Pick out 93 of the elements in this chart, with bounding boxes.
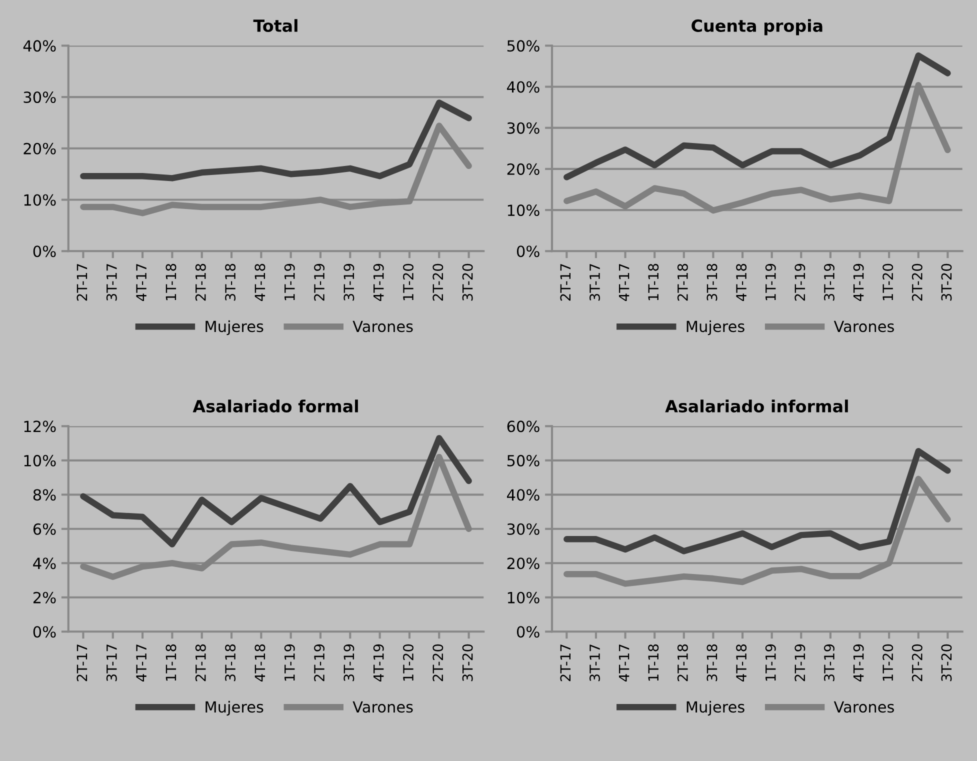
legend-label: Varones (834, 320, 894, 332)
x-tick-label: 4T-19 (853, 644, 864, 682)
legend-label: Mujeres (686, 700, 744, 716)
x-tick-label: 1T-18 (166, 644, 176, 681)
y-tick-label: 50% (507, 454, 540, 466)
x-tick-label: 4T-19 (853, 264, 864, 301)
x-tick-label: 2T-17 (76, 644, 88, 682)
y-tick-label: 2% (33, 592, 56, 604)
x-tick-label: 3T-20 (941, 644, 952, 682)
x-tick-label: 1T-20 (882, 644, 894, 681)
chart-title: Asalariado informal (665, 400, 848, 413)
x-tick-label: 3T-19 (824, 264, 834, 301)
x-tick-label: 2T-19 (314, 264, 325, 301)
legend-label: Varones (352, 320, 413, 332)
x-tick-label: 2T-19 (794, 264, 806, 301)
x-tick-label: 3T-20 (462, 264, 473, 301)
x-tick-label: 2T-20 (912, 644, 922, 682)
y-tick-label: 0% (33, 246, 56, 258)
x-tick-label: 2T-18 (195, 264, 206, 301)
y-tick-label: 20% (24, 142, 56, 154)
x-tick-label: 1T-19 (765, 644, 776, 681)
x-tick-label: 4T-18 (254, 264, 266, 301)
legend-label: Mujeres (686, 320, 744, 336)
y-tick-label: 12% (24, 420, 56, 432)
chart-title: Asalariado formal (192, 400, 358, 413)
x-tick-label: 2T-19 (794, 644, 806, 682)
y-tick-label: 0% (33, 626, 56, 638)
x-tick-label: 3T-18 (706, 644, 718, 682)
x-tick-label: 3T-17 (106, 264, 117, 301)
x-tick-label: 3T-18 (706, 264, 718, 301)
y-tick-label: 30% (507, 523, 540, 535)
x-tick-label: 2T-20 (912, 264, 922, 301)
x-tick-label: 1T-19 (284, 644, 295, 681)
x-tick-label: 1T-19 (765, 264, 776, 300)
x-tick-label: 4T-17 (136, 644, 146, 682)
y-tick-label: 0% (516, 626, 540, 638)
legend-label: Varones (834, 701, 894, 713)
x-tick-label: 2T-17 (560, 264, 570, 301)
y-tick-label: 60% (507, 420, 540, 432)
y-tick-label: 30% (24, 91, 56, 104)
x-tick-label: 2T-20 (432, 644, 444, 682)
x-tick-label: 1T-18 (166, 264, 176, 300)
x-tick-label: 1T-18 (648, 264, 659, 300)
y-tick-label: 10% (508, 592, 540, 604)
x-tick-label: 2T-18 (677, 264, 688, 301)
y-tick-label: 40% (506, 489, 540, 501)
x-tick-label: 4T-19 (373, 644, 384, 682)
x-tick-label: 3T-20 (941, 264, 952, 301)
x-tick-label: 2T-17 (560, 644, 570, 682)
x-tick-label: 3T-19 (344, 644, 354, 682)
y-tick-label: 20% (507, 163, 540, 175)
y-tick-label: 6% (33, 523, 56, 535)
x-tick-label: 1T-20 (402, 264, 414, 300)
x-tick-label: 4T-17 (136, 264, 146, 301)
x-tick-label: 2T-18 (195, 644, 206, 682)
x-tick-label: 3T-17 (106, 644, 117, 682)
chart-title: Total (253, 19, 298, 32)
x-tick-label: 3T-19 (344, 264, 354, 301)
x-tick-label: 4T-19 (373, 264, 384, 301)
x-tick-label: 4T-18 (254, 644, 266, 682)
y-tick-label: 10% (508, 204, 540, 216)
x-tick-label: 3T-17 (589, 264, 600, 301)
x-tick-label: 3T-20 (462, 644, 473, 682)
legend-label: Varones (352, 701, 413, 713)
x-tick-label: 4T-18 (736, 644, 747, 682)
x-tick-label: 3T-17 (589, 644, 600, 682)
x-tick-label: 1T-20 (882, 264, 894, 300)
x-tick-label: 1T-19 (284, 264, 295, 300)
x-tick-label: 2T-20 (432, 264, 444, 301)
x-tick-label: 1T-18 (648, 644, 659, 681)
x-tick-label: 2T-17 (76, 264, 88, 301)
x-tick-label: 4T-18 (736, 264, 747, 301)
y-tick-label: 40% (23, 40, 56, 52)
chart-title: Cuenta propia (692, 19, 822, 36)
x-tick-label: 4T-17 (618, 264, 630, 301)
y-tick-label: 4% (33, 558, 56, 570)
y-tick-label: 10% (24, 454, 56, 466)
y-tick-label: 30% (507, 122, 540, 134)
y-tick-label: 20% (507, 558, 540, 570)
y-tick-label: 40% (506, 81, 540, 93)
x-tick-label: 3T-19 (824, 644, 834, 682)
y-tick-label: 0% (516, 246, 540, 258)
y-tick-label: 50% (507, 40, 540, 52)
legend-label: Mujeres (206, 320, 264, 336)
legend-label: Mujeres (206, 700, 264, 716)
x-tick-label: 3T-18 (225, 644, 236, 682)
x-tick-label: 4T-17 (618, 644, 630, 682)
y-tick-label: 8% (33, 489, 56, 501)
x-tick-label: 1T-20 (402, 644, 414, 681)
y-tick-label: 10% (24, 194, 56, 206)
x-tick-label: 2T-19 (314, 644, 325, 682)
x-tick-label: 2T-18 (677, 644, 688, 682)
x-tick-label: 3T-18 (225, 264, 236, 301)
